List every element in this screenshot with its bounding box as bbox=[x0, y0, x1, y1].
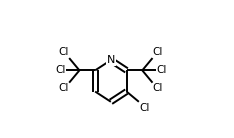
Text: Cl: Cl bbox=[153, 47, 163, 57]
Text: N: N bbox=[107, 55, 115, 65]
Text: Cl: Cl bbox=[58, 47, 69, 57]
Text: Cl: Cl bbox=[58, 83, 69, 93]
Text: Cl: Cl bbox=[139, 103, 150, 113]
Text: Cl: Cl bbox=[55, 65, 65, 75]
Text: Cl: Cl bbox=[156, 65, 167, 75]
Text: Cl: Cl bbox=[153, 83, 163, 93]
